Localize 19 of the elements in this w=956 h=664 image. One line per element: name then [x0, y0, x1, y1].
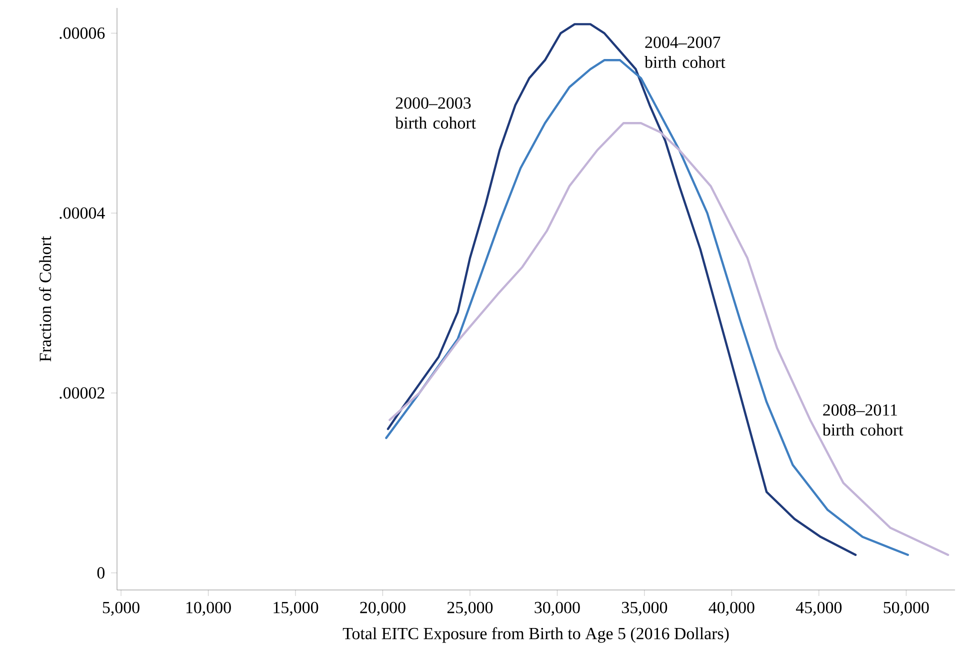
x-tick-label: 50,000 [884, 602, 929, 616]
x-tick-label: 15,000 [274, 602, 318, 616]
y-tick-label: .00004 [60, 207, 105, 219]
series-label: 2008–2011 birth cohort [822, 404, 904, 436]
x-tick-label: 20,000 [360, 602, 406, 616]
x-tick-label: 35,000 [622, 602, 668, 616]
x-tick-label: 10,000 [186, 602, 231, 616]
x-tick-label: 40,000 [708, 602, 754, 616]
series-label: 2000–2003 birth cohort [395, 97, 476, 129]
x-tick-label: 30,000 [534, 602, 580, 616]
y-tick-label: .00006 [60, 27, 105, 39]
y-tick-label: .00002 [60, 387, 104, 399]
x-tick-label: 25,000 [447, 602, 493, 616]
x-tick-label: 45,000 [796, 602, 842, 616]
x-tick-label: 5,000 [102, 602, 140, 616]
x-axis-title: Total EITC Exposure from Birth to Age 5 (2016 Dollars) [342, 627, 729, 643]
series-label: 2004–2007 birth cohort [644, 36, 726, 68]
y-axis-title: Fraction of Cohort [39, 236, 52, 362]
y-tick-label: 0 [97, 567, 105, 579]
